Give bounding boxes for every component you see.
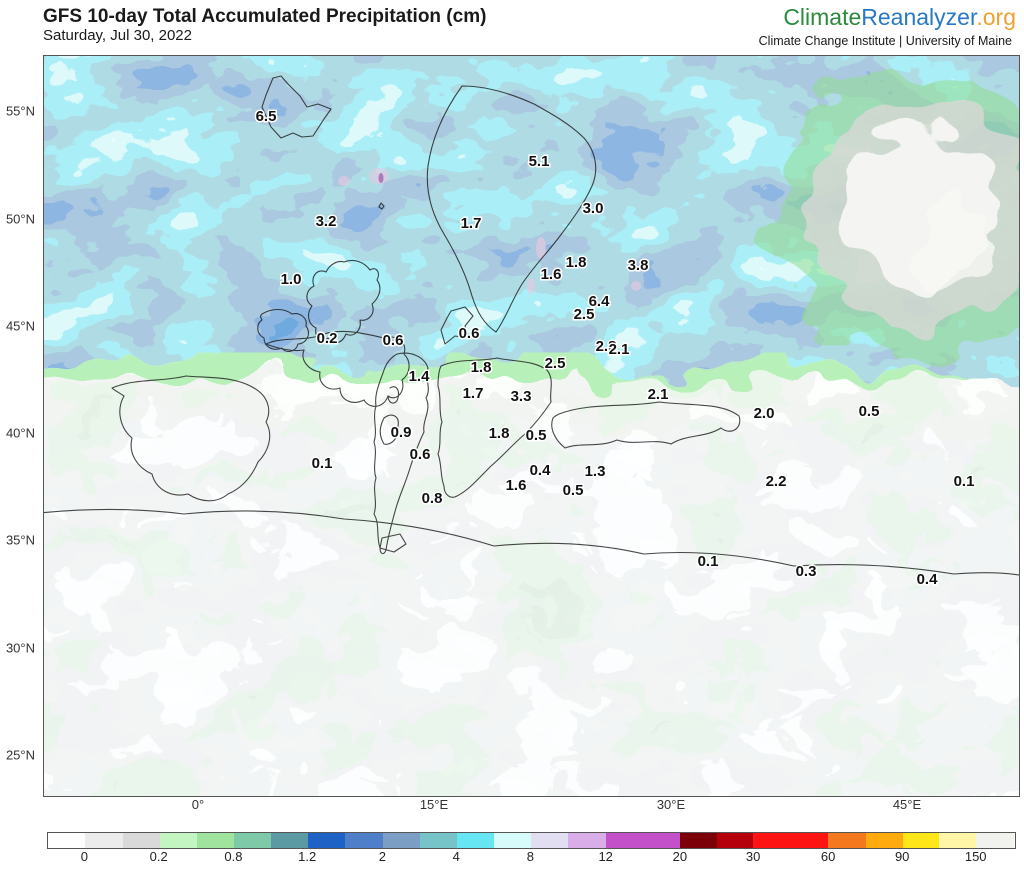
svg-text:1.6: 1.6 — [506, 477, 527, 494]
svg-text:0.1: 0.1 — [698, 553, 719, 570]
svg-text:0.4: 0.4 — [530, 462, 552, 479]
svg-text:2.0: 2.0 — [754, 405, 775, 422]
svg-text:1.7: 1.7 — [463, 385, 484, 402]
svg-text:2.5: 2.5 — [545, 355, 566, 372]
svg-text:1.8: 1.8 — [566, 254, 587, 271]
svg-text:0.5: 0.5 — [526, 427, 547, 444]
svg-text:1.4: 1.4 — [409, 368, 431, 385]
svg-text:0.1: 0.1 — [312, 455, 333, 472]
svg-text:1.8: 1.8 — [489, 425, 510, 442]
svg-text:3.3: 3.3 — [511, 388, 532, 405]
svg-text:1.3: 1.3 — [585, 463, 606, 480]
svg-text:0.8: 0.8 — [422, 490, 443, 507]
svg-text:3.8: 3.8 — [628, 257, 649, 274]
svg-text:0.3: 0.3 — [796, 563, 817, 580]
svg-text:3.0: 3.0 — [583, 200, 604, 217]
svg-text:0.1: 0.1 — [954, 473, 975, 490]
svg-text:1.8: 1.8 — [471, 359, 492, 376]
svg-text:2.1: 2.1 — [648, 386, 669, 403]
svg-text:1.7: 1.7 — [461, 215, 482, 232]
svg-text:0.9: 0.9 — [391, 424, 412, 441]
svg-text:0.6: 0.6 — [459, 325, 480, 342]
svg-text:1.6: 1.6 — [541, 266, 562, 283]
svg-text:2.5: 2.5 — [574, 306, 595, 323]
svg-text:2.1: 2.1 — [609, 341, 630, 358]
svg-text:1.0: 1.0 — [281, 271, 302, 288]
svg-text:0.6: 0.6 — [383, 332, 404, 349]
svg-text:0.2: 0.2 — [317, 330, 338, 347]
svg-text:6.5: 6.5 — [256, 108, 277, 125]
svg-text:0.5: 0.5 — [563, 482, 584, 499]
svg-text:2.2: 2.2 — [766, 473, 787, 490]
svg-text:0.6: 0.6 — [410, 446, 431, 463]
svg-text:3.2: 3.2 — [316, 213, 337, 230]
svg-text:0.5: 0.5 — [859, 403, 880, 420]
svg-text:5.1: 5.1 — [529, 153, 550, 170]
svg-text:0.4: 0.4 — [917, 571, 939, 588]
